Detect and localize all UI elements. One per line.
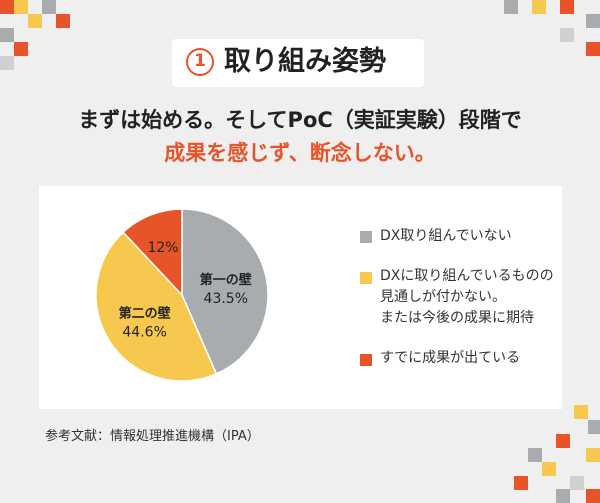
chart-card: 第一の壁 43.5% 第二の壁 44.6% 12% DX取り組んでいない DXに取り組ん…	[39, 186, 562, 409]
badge-number: 1	[186, 48, 214, 76]
pie-slice-yellow	[95, 231, 218, 382]
legend-label-1: DX取り組んでいない	[380, 228, 512, 244]
legend-swatch-yellow	[360, 272, 372, 284]
source-footnote: 参考文献：情報処理推進機構（IPA）	[45, 429, 260, 444]
pie-value-label: 44.6%	[122, 325, 166, 341]
pie-value-label: 43.5%	[204, 291, 248, 307]
badge-title: 取り組み姿勢	[224, 46, 386, 77]
headline-line-1: まずは始める。そしてPoC（実証実験）段階で	[78, 108, 522, 132]
pie-category-label: 第二の壁	[119, 306, 171, 322]
legend-swatch-gray	[360, 231, 372, 243]
legend-label-2: DXに取り組んでいるものの 見通しが付かない。 または今後の成果に期待	[380, 268, 554, 326]
legend-swatch-orange	[360, 354, 372, 366]
pie-chart: 第一の壁 43.5% 第二の壁 44.6% 12%	[95, 208, 269, 382]
headline-line-2: 成果を感じず、断念しない。	[164, 141, 436, 165]
pie-slice-gray	[181, 208, 269, 375]
legend-label-3: すでに成果が出ている	[380, 350, 521, 366]
pie-value-label: 12%	[147, 240, 178, 256]
pie-category-label: 第一の壁	[200, 272, 252, 288]
pie-slice-orange	[122, 208, 183, 297]
title-badge	[172, 39, 424, 87]
